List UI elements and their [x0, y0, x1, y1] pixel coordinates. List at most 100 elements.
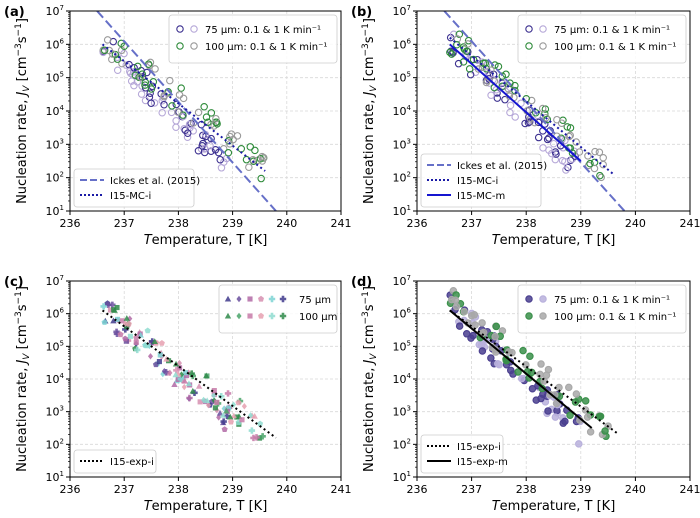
x-tick-label: 236: [407, 217, 428, 230]
data-point: [110, 317, 117, 324]
legend-marker: [236, 312, 242, 320]
data-point: [257, 420, 264, 427]
data-point: [224, 390, 232, 397]
data-point: [447, 50, 456, 58]
data-point: [114, 304, 120, 311]
data-point: [149, 338, 156, 345]
x-tick-label: 239: [570, 483, 591, 496]
data-point: [130, 64, 138, 72]
legend-bottom: [73, 449, 157, 474]
data-point: [455, 30, 464, 39]
data-point: [564, 163, 572, 172]
data-point: [220, 418, 227, 425]
legend-marker: [258, 295, 264, 302]
x-tick-label: 241: [331, 217, 352, 230]
data-point: [223, 412, 231, 420]
data-point: [233, 132, 242, 140]
data-point: [242, 155, 251, 164]
data-point: [172, 117, 180, 125]
data-point: [194, 108, 203, 117]
data-point: [194, 146, 203, 155]
data-point: [539, 144, 547, 152]
data-point: [253, 434, 260, 441]
data-point: [160, 91, 169, 100]
data-point: [119, 318, 125, 324]
data-point: [470, 311, 479, 319]
data-point: [156, 359, 162, 365]
legend-marker: [258, 312, 264, 319]
y-tick-label: 101: [46, 470, 64, 484]
y-tick-label: 103: [46, 405, 64, 419]
data-point: [453, 41, 461, 49]
data-point: [532, 396, 540, 404]
data-point: [584, 161, 593, 170]
legend-marker: [539, 295, 547, 303]
data-point: [177, 375, 185, 383]
data-point: [113, 66, 122, 74]
data-point: [157, 352, 163, 358]
data-point: [595, 148, 604, 157]
legend-marker: [176, 25, 184, 33]
y-tick-label: 105: [393, 339, 411, 353]
data-point: [122, 335, 129, 342]
data-point: [133, 62, 142, 71]
legend-label: I15-exp-m: [457, 457, 508, 468]
data-point: [144, 327, 151, 334]
data-point: [123, 315, 131, 321]
legend-marker: [224, 312, 232, 319]
data-point: [214, 148, 223, 157]
data-point: [541, 105, 550, 113]
series-line: [443, 11, 626, 211]
legend-marker: [247, 313, 253, 319]
data-point: [186, 394, 193, 402]
data-point: [103, 36, 112, 44]
legend-marker: [539, 312, 547, 320]
series-line: [449, 43, 582, 162]
data-point: [491, 332, 499, 341]
data-point: [498, 72, 507, 80]
legend-marker: [268, 295, 276, 303]
data-point: [596, 171, 604, 180]
data-point: [475, 340, 483, 349]
data-point: [151, 338, 158, 345]
y-tick-label: 104: [46, 372, 65, 386]
data-point: [185, 380, 193, 387]
legend-label: 75 μm: 0.1 & 1 K min⁻¹: [205, 25, 321, 36]
data-point: [562, 166, 570, 174]
y-tick-label: 102: [393, 171, 411, 185]
data-point: [133, 334, 140, 341]
data-point: [161, 367, 167, 375]
data-point: [127, 333, 133, 339]
data-point: [137, 90, 146, 98]
x-tick-label: 240: [625, 483, 646, 496]
y-tick-label: 107: [46, 4, 64, 18]
legend-marker: [525, 25, 533, 33]
data-point: [471, 321, 479, 329]
x-tick-label: 236: [60, 217, 81, 230]
data-point: [173, 367, 180, 374]
y-tick-label: 103: [46, 137, 64, 151]
data-point: [258, 152, 266, 161]
data-point: [234, 414, 240, 420]
data-point: [542, 113, 550, 122]
data-point: [195, 382, 203, 389]
legend-top: [168, 14, 338, 64]
legend-bottom: [420, 434, 504, 474]
data-point: [226, 140, 234, 148]
data-point: [219, 411, 227, 418]
data-point: [239, 417, 245, 423]
legend-top: [517, 284, 687, 334]
data-point: [498, 82, 507, 90]
legend-marker: [190, 42, 198, 50]
data-point: [117, 331, 124, 338]
data-point: [492, 322, 501, 331]
data-point: [122, 61, 130, 69]
panel-0: 236 237 238 239 240 241 101 102 103 104 105 106 107 T…: [4, 4, 352, 248]
data-point: [257, 174, 265, 183]
data-point: [130, 81, 138, 90]
data-point: [230, 412, 238, 419]
data-point: [181, 377, 188, 384]
panel-2: 236 237 238 239 240 241 101 102 103 104 105 106 107 T…: [4, 274, 352, 514]
data-point: [452, 302, 461, 311]
data-point: [137, 331, 144, 338]
